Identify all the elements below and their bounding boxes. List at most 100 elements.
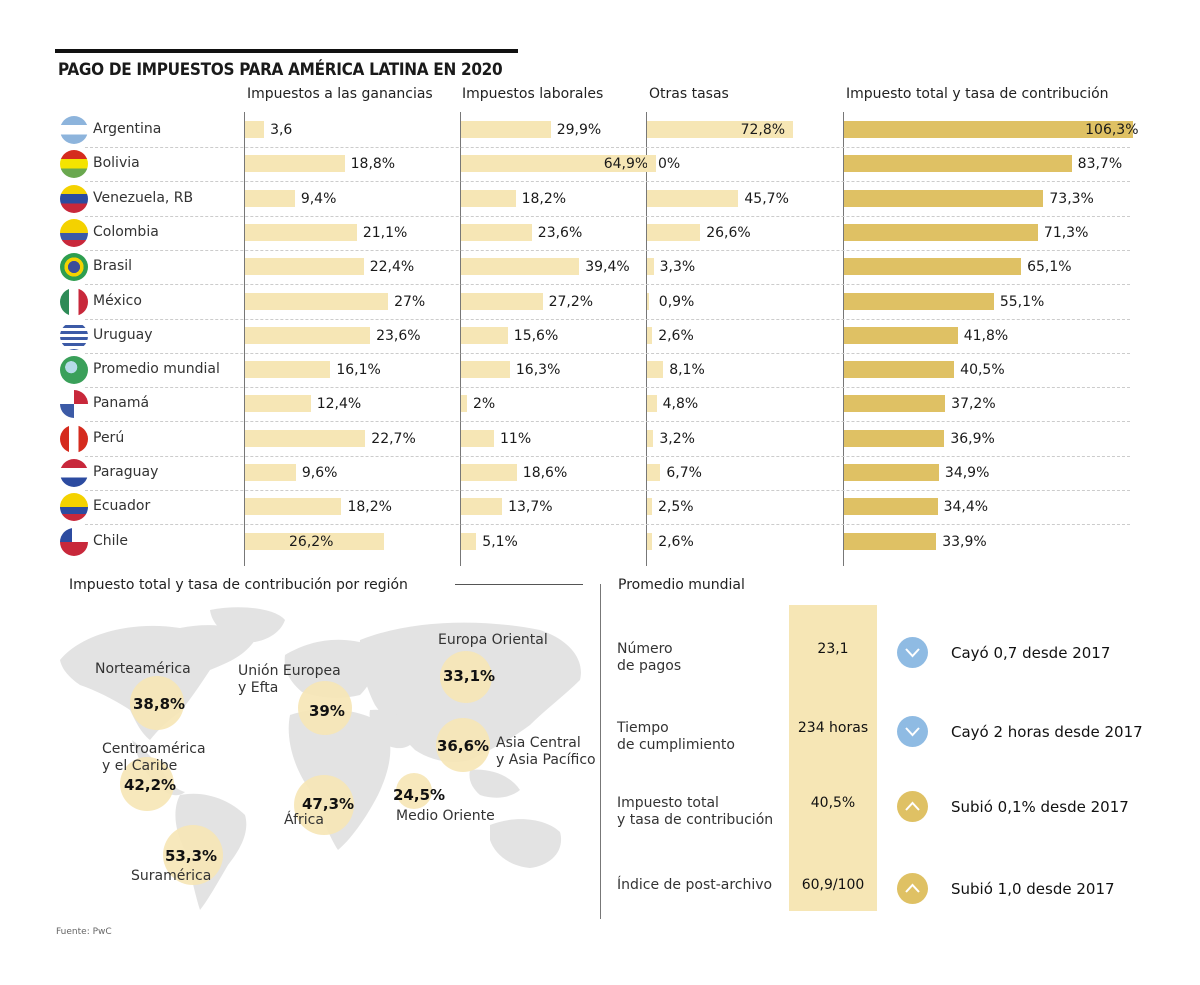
chevron-up-icon	[897, 791, 928, 822]
bar-value-label: 16,3%	[515, 362, 561, 379]
row-label: México	[93, 292, 142, 309]
bar-value-label: 16,1%	[336, 362, 381, 379]
region-value: 42,2%	[124, 776, 177, 794]
greenland-shape	[210, 607, 285, 643]
bar	[461, 429, 494, 447]
bar-value-label: 8,1%	[669, 362, 705, 379]
bar-value-label: 6,7%	[666, 465, 702, 481]
bar	[844, 498, 938, 516]
bar-value-label: 2,6%	[658, 327, 694, 344]
bar	[245, 258, 364, 276]
bar	[844, 326, 958, 344]
bar-value-label: 37,2%	[951, 396, 996, 413]
southeast-asia-shape	[469, 769, 520, 798]
world-average-title: Promedio mundial	[618, 577, 745, 593]
bar	[245, 464, 296, 481]
bar-value-label: 71,3%	[1043, 224, 1089, 241]
column-axis-3	[843, 112, 844, 566]
bar-value-label: 2%	[473, 396, 496, 413]
bar	[461, 189, 516, 207]
bar	[245, 155, 345, 173]
metric-value: 40,5%	[810, 795, 856, 811]
bar	[245, 395, 311, 413]
row-label: Paraguay	[93, 464, 159, 480]
bar	[461, 532, 477, 550]
chart-title: PAGO DE IMPUESTOS PARA AMÉRICA LATINA EN…	[58, 60, 503, 80]
bar	[844, 361, 955, 379]
bar	[245, 121, 265, 138]
region-bubble	[396, 773, 432, 809]
row-divider	[85, 249, 1130, 251]
bar	[647, 292, 649, 310]
bar-value-label: 22,7%	[371, 430, 416, 447]
column-header-2: Otras tasas	[649, 86, 729, 102]
bar	[844, 429, 945, 447]
bar-value-label: 5,1%	[482, 533, 518, 550]
region-value: 53,3%	[165, 847, 218, 865]
bar-value-label: 72,8%	[740, 122, 786, 138]
bar-value-label: 64,9%	[603, 156, 649, 173]
bar	[461, 258, 580, 276]
region-bubble	[436, 718, 490, 772]
row-label: Colombia	[93, 223, 159, 240]
middle-east-shape	[369, 709, 418, 749]
bar-value-label: 12,4%	[316, 396, 362, 413]
region-value: 39%	[309, 702, 345, 720]
bar-value-label: 23,6%	[376, 327, 421, 344]
region-bubble	[298, 681, 352, 735]
bar	[844, 464, 939, 481]
bar	[844, 395, 946, 413]
bar-value-label: 27%	[394, 293, 426, 310]
bar	[461, 361, 510, 379]
bar	[461, 292, 543, 310]
region-name: Suramérica	[131, 868, 212, 884]
row-label: Chile	[93, 532, 129, 549]
bar	[844, 121, 1134, 138]
mexico-flag-icon	[60, 287, 88, 316]
bar-value-label: 55,1%	[999, 293, 1045, 310]
bar	[461, 464, 517, 481]
globe-icon	[60, 356, 88, 385]
region-name: Asia Central y Asia Pacífico	[496, 735, 596, 768]
bar	[461, 395, 467, 413]
row-divider	[85, 147, 1130, 148]
bar-value-label: 34,4%	[943, 499, 989, 516]
panama-flag-icon	[60, 390, 88, 419]
row-divider	[85, 181, 1130, 183]
bar-value-label: 21,1%	[362, 224, 408, 241]
row-divider	[85, 490, 1130, 491]
bar-value-label: 3,2%	[659, 430, 695, 447]
bar	[844, 223, 1038, 241]
chevron-down-icon	[897, 716, 928, 747]
bar-value-label: 36,9%	[950, 430, 995, 447]
bar-value-label: 4,8%	[662, 396, 699, 413]
bar-value-label: 41,8%	[963, 327, 1009, 344]
bar-value-label: 40,5%	[960, 362, 1005, 379]
bar-value-label: 27,2%	[548, 293, 594, 310]
region-bubble	[163, 825, 223, 885]
region-bubble	[294, 775, 354, 835]
row-label: Brasil	[93, 258, 133, 275]
row-divider	[85, 352, 1130, 354]
ecuador-flag-icon	[60, 493, 88, 522]
bar-value-label: 22,4%	[369, 259, 415, 276]
bar	[461, 155, 656, 173]
region-bubble	[120, 757, 174, 811]
region-value: 38,8%	[133, 695, 186, 713]
column-axis-1	[460, 112, 461, 566]
row-divider	[85, 455, 1130, 457]
value-column-band	[789, 605, 877, 911]
bar	[647, 498, 652, 516]
bar-value-label: 23,6%	[537, 224, 583, 241]
bar-value-label: 0%	[658, 156, 681, 173]
row-label: Argentina	[93, 121, 162, 137]
row-label: Promedio mundial	[93, 361, 220, 378]
bar	[461, 121, 551, 138]
metric-value: 23,1	[817, 641, 849, 657]
bar-value-label: 3,3%	[659, 259, 696, 276]
column-header-1: Impuestos laborales	[462, 86, 604, 102]
brasil-flag-icon	[60, 253, 88, 282]
metric-value: 234 horas	[797, 720, 869, 736]
metric-label: Tiempo de cumplimiento	[617, 720, 735, 753]
bar-value-label: 2,6%	[658, 533, 694, 550]
